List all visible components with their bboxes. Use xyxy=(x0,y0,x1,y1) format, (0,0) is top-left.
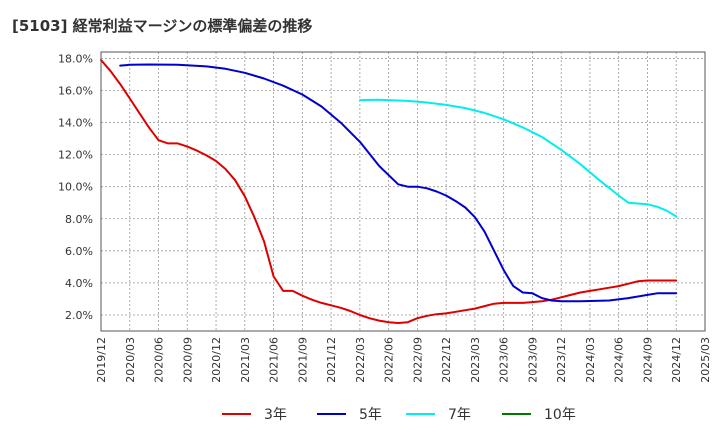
x-tick-label: 2020/03 xyxy=(124,337,137,383)
x-tick-label: 2022/09 xyxy=(411,337,424,383)
series-line-5年 xyxy=(119,63,678,303)
y-tick-label: 6.0% xyxy=(65,245,93,258)
x-tick-label: 2021/06 xyxy=(268,337,281,383)
x-tick-label: 2024/06 xyxy=(613,337,626,383)
x-tick-label: 2020/06 xyxy=(153,337,166,383)
x-tick-label: 2019/12 xyxy=(95,337,108,383)
x-tick-label: 2021/12 xyxy=(325,337,338,383)
series-line-3年 xyxy=(100,59,678,324)
x-axis-ticks: 2019/12 2020/03 2020/06 2020/09 2020/12 2021/… xyxy=(95,337,712,383)
series-line-7年 xyxy=(358,98,678,218)
y-tick-label: 2.0% xyxy=(65,309,93,322)
y-axis-ticks: 2.0% 4.0% 6.0% 8.0% 10.0% 12.0% 14.0% 16.0% 18.0… xyxy=(58,52,93,322)
x-tick-label: 2024/12 xyxy=(670,337,683,383)
x-tick-label: 2020/09 xyxy=(181,337,194,383)
y-tick-label: 14.0% xyxy=(58,117,93,130)
x-tick-label: 2023/03 xyxy=(469,337,482,383)
series-layer xyxy=(100,59,678,324)
legend-label-10年: 10年 xyxy=(544,407,576,423)
grid-layer xyxy=(100,52,706,331)
legend-label-7年: 7年 xyxy=(448,407,471,423)
y-tick-label: 12.0% xyxy=(58,149,93,162)
y-tick-label: 18.0% xyxy=(58,52,93,65)
y-tick-label: 10.0% xyxy=(58,181,93,194)
x-tick-label: 2022/03 xyxy=(354,337,367,383)
y-tick-label: 16.0% xyxy=(58,84,93,97)
x-tick-label: 2021/03 xyxy=(239,337,252,383)
y-tick-label: 8.0% xyxy=(65,213,93,226)
legend-label-3年: 3年 xyxy=(264,407,287,423)
x-tick-label: 2024/03 xyxy=(584,337,597,383)
x-tick-label: 2023/12 xyxy=(555,337,568,383)
x-tick-label: 2025/03 xyxy=(699,337,712,383)
x-tick-label: 2023/09 xyxy=(526,337,539,383)
x-tick-label: 2021/09 xyxy=(296,337,309,383)
legend-label-5年: 5年 xyxy=(359,407,382,423)
x-tick-label: 2022/06 xyxy=(383,337,396,383)
chart-title: [5103] 経常利益マージンの標準偏差の推移 xyxy=(12,17,312,35)
y-tick-label: 4.0% xyxy=(65,277,93,290)
legend: 3年 5年 7年 10年 xyxy=(222,407,576,423)
x-tick-label: 2020/12 xyxy=(210,337,223,383)
x-tick-label: 2024/09 xyxy=(641,337,654,383)
x-tick-label: 2023/06 xyxy=(498,337,511,383)
plot-border xyxy=(100,51,706,332)
x-tick-label: 2022/12 xyxy=(440,337,453,383)
